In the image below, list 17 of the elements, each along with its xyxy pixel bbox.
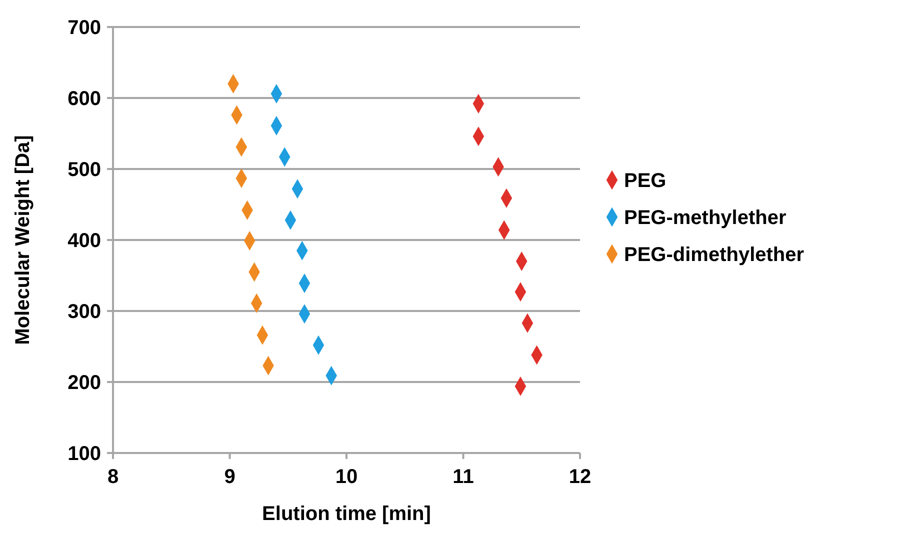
x-tick-label: 10 [335,466,358,488]
y-tick-label: 400 [68,230,101,252]
y-tick-label: 100 [68,443,101,465]
y-tick-label: 200 [68,372,101,394]
x-tick-label: 8 [107,466,119,488]
legend-label: PEG-methylether [624,207,786,229]
legend-label: PEG-dimethylether [624,244,804,266]
y-axis-title: Molecular Weight [Da] [12,135,34,345]
x-tick-label: 9 [224,466,236,488]
y-tick-label: 500 [68,159,101,181]
x-tick-label: 11 [452,466,474,488]
y-tick-label: 700 [68,17,101,39]
x-axis-title: Elution time [min] [262,503,431,525]
y-tick-label: 600 [68,88,101,110]
x-tick-label: 12 [568,466,592,488]
y-tick-label: 300 [68,301,101,323]
legend-label: PEG [624,170,666,192]
